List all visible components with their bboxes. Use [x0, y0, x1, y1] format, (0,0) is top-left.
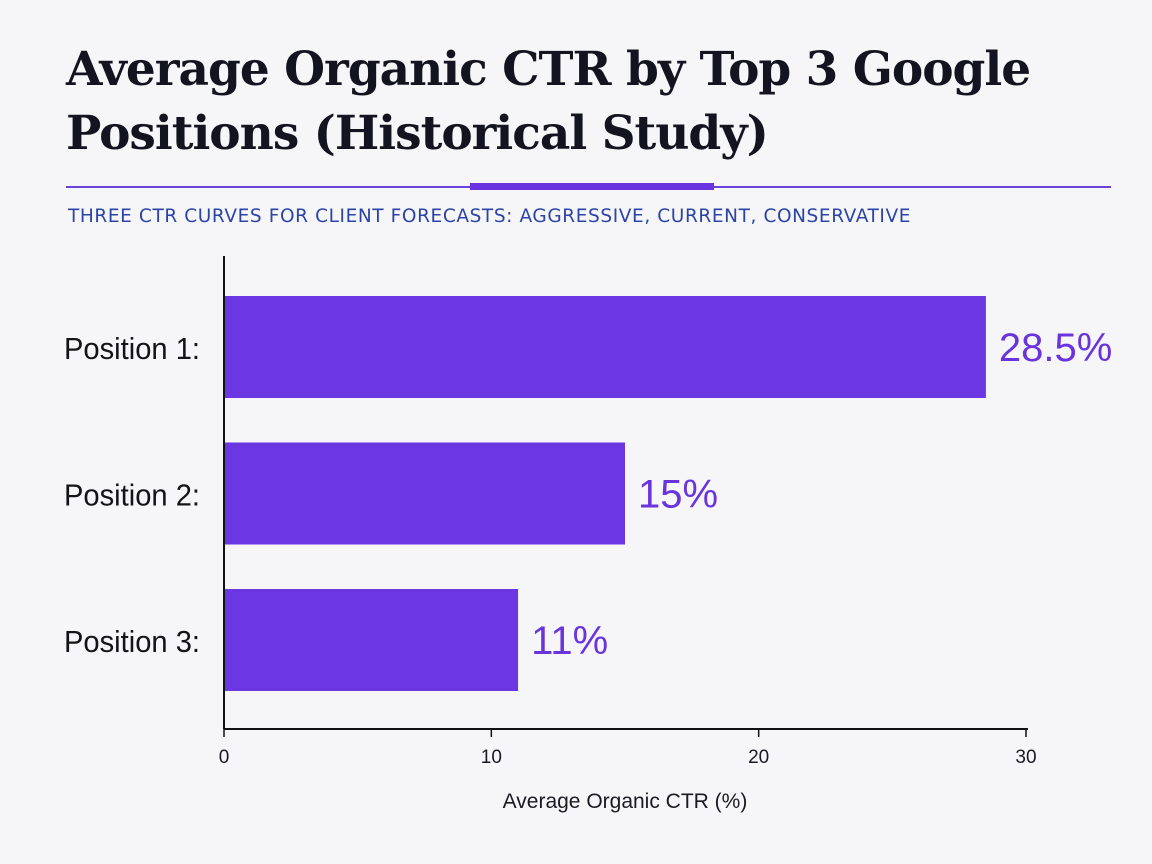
bar-position-1 [224, 296, 986, 398]
x-ticks-group: 0 10 20 30 [219, 729, 1037, 768]
bar-position-3 [224, 589, 519, 691]
value-label-1: 28.5% [999, 326, 1112, 370]
category-label-3: Position 3: [64, 624, 200, 659]
labels-group: Position 1: 28.5% Position 2: 15% Position 3… [64, 326, 1112, 663]
chart-subtitle: THREE CTR CURVES FOR CLIENT FORECASTS: A… [68, 206, 912, 227]
bar-position-2 [224, 442, 625, 545]
x-tick-label-20: 20 [748, 747, 769, 768]
title-divider-accent [470, 183, 714, 190]
x-tick-label-0: 0 [219, 747, 230, 768]
value-label-3: 11% [531, 619, 608, 663]
bars-group [224, 296, 986, 691]
x-tick-label-30: 30 [1015, 747, 1036, 768]
x-axis-title: Average Organic CTR (%) [503, 790, 748, 813]
category-label-1: Position 1: [64, 331, 200, 366]
x-tick-label-10: 10 [481, 747, 502, 768]
chart-title: Average Organic CTR by Top 3 Google Posi… [66, 42, 1031, 161]
category-label-2: Position 2: [64, 478, 200, 513]
value-label-2: 15% [638, 473, 718, 517]
